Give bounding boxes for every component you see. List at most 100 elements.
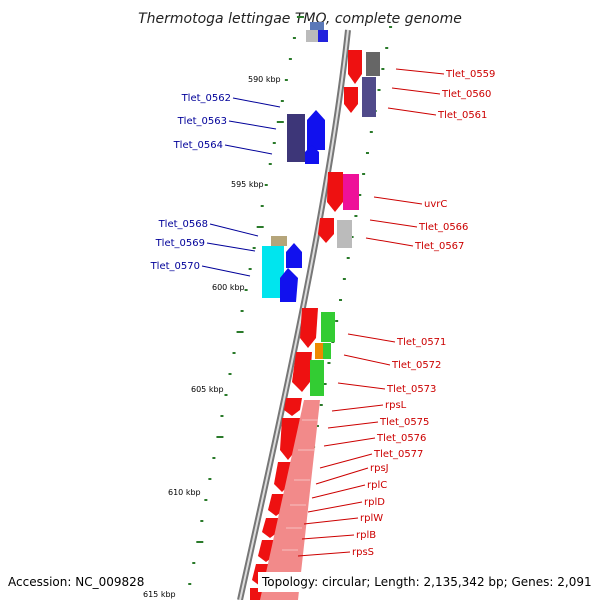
gene-label-tlet-0569[interactable]: Tlet_0569 <box>155 238 205 249</box>
ruler-tick <box>216 436 224 438</box>
gene-label-tlet-0575[interactable]: Tlet_0575 <box>379 417 429 428</box>
connector-line <box>232 97 281 108</box>
connector-line <box>395 68 445 75</box>
gene-arrow <box>327 172 343 212</box>
gene-label-uvrc[interactable]: uvrC <box>424 199 447 210</box>
gene-label-tlet-0570[interactable]: Tlet_0570 <box>150 261 200 272</box>
gene-block <box>366 52 380 76</box>
ruler-tick <box>319 404 323 406</box>
ruler-tick <box>335 320 339 322</box>
ruler-tick <box>385 47 389 49</box>
ruler-label: 600 kbp <box>212 283 245 292</box>
gene-block <box>306 30 318 42</box>
gene-label-tlet-0562[interactable]: Tlet_0562 <box>181 93 231 104</box>
ruler-tick <box>260 205 264 207</box>
ruler-tick <box>264 184 268 186</box>
gene-label-tlet-0559[interactable]: Tlet_0559 <box>445 69 495 80</box>
gene-block <box>262 246 284 298</box>
gene-label-tlet-0561[interactable]: Tlet_0561 <box>437 110 487 121</box>
ruler-tick <box>288 58 292 60</box>
gene-label-tlet-0568[interactable]: Tlet_0568 <box>158 219 208 230</box>
connector-line <box>365 237 414 247</box>
gene-block <box>315 343 323 359</box>
connector-line <box>327 421 379 429</box>
connector-line <box>323 437 376 447</box>
gene-label-rpld[interactable]: rplD <box>364 497 385 508</box>
gene-label-rpss[interactable]: rpsS <box>352 547 374 558</box>
gene-label-tlet-0576[interactable]: Tlet_0576 <box>376 433 426 444</box>
gene-label-tlet-0572[interactable]: Tlet_0572 <box>391 360 441 371</box>
gene-label-tlet-0573[interactable]: Tlet_0573 <box>386 384 436 395</box>
gene-block <box>318 30 328 42</box>
ruler-tick <box>200 520 204 522</box>
connector-line <box>209 223 259 237</box>
connector-line <box>369 219 418 228</box>
ruler-tick <box>284 79 288 81</box>
connector-line <box>297 551 351 557</box>
map-title: Thermotoga lettingae TMO, complete genom… <box>138 11 462 27</box>
connector-line <box>228 120 277 130</box>
gene-label-tlet-0564[interactable]: Tlet_0564 <box>173 140 223 151</box>
ruler-tick <box>315 425 319 427</box>
connector-line <box>303 517 359 525</box>
topology-text: Topology: circular; Length: 2,135,342 bp… <box>261 575 592 589</box>
ruler-tick <box>248 268 252 270</box>
connector-line <box>337 382 386 390</box>
gene-arrow <box>292 352 312 392</box>
ruler-label: 590 kbp <box>248 75 281 84</box>
ruler-tick <box>342 278 346 280</box>
ruler-tick <box>188 583 192 585</box>
ruler-label: 595 kbp <box>231 180 264 189</box>
ruler-label: 610 kbp <box>168 488 201 497</box>
ruler-tick <box>389 26 393 28</box>
connector-line <box>347 333 396 343</box>
ruler-tick <box>192 562 196 564</box>
ruler-tick <box>228 373 232 375</box>
gene-block <box>310 22 324 30</box>
gene-label-rplc[interactable]: rplC <box>367 480 387 491</box>
gene-label-rpsj[interactable]: rpsJ <box>370 463 389 474</box>
connector-line <box>391 87 441 95</box>
gene-label-rplb[interactable]: rplB <box>356 530 376 541</box>
gene-label-rplw[interactable]: rplW <box>360 513 383 524</box>
gene-block <box>321 312 335 342</box>
accession-text: Accession: NC_009828 <box>8 575 144 589</box>
connector-line <box>201 265 251 277</box>
ruler-tick <box>280 100 284 102</box>
ruler-tick <box>292 37 296 39</box>
ruler-tick <box>204 499 208 501</box>
gene-label-tlet-0563[interactable]: Tlet_0563 <box>177 116 227 127</box>
gene-block <box>323 343 331 359</box>
connector-line <box>311 484 366 499</box>
ruler-tick <box>362 173 366 175</box>
gene-label-tlet-0566[interactable]: Tlet_0566 <box>418 222 468 233</box>
gene-label-rpsl[interactable]: rpsL <box>385 400 407 411</box>
gene-block <box>287 114 305 162</box>
ruler-tick <box>358 194 362 196</box>
connector-line <box>331 404 384 412</box>
gene-label-tlet-0567[interactable]: Tlet_0567 <box>414 241 464 252</box>
label-connectors <box>201 68 445 557</box>
ruler-tick <box>350 236 354 238</box>
ruler-tick <box>240 310 244 312</box>
gene-label-tlet-0560[interactable]: Tlet_0560 <box>441 89 491 100</box>
ruler-tick <box>244 289 248 291</box>
ruler-tick <box>236 331 244 333</box>
connector-line <box>307 501 363 513</box>
ruler-tick <box>224 394 228 396</box>
ruler-tick <box>354 215 358 217</box>
gene-label-tlet-0571[interactable]: Tlet_0571 <box>396 337 446 348</box>
gene-arrow <box>280 268 298 302</box>
ruler-tick <box>212 457 216 459</box>
ruler-tick <box>327 362 331 364</box>
connector-line <box>206 242 256 252</box>
ruler-tick <box>365 152 369 154</box>
ruler-tick <box>268 163 272 165</box>
gene-label-tlet-0577[interactable]: Tlet_0577 <box>373 449 423 460</box>
ruler-tick <box>296 16 304 18</box>
gene-block <box>337 220 352 248</box>
gene-block <box>271 236 287 246</box>
connector-line <box>301 534 355 540</box>
ruler-tick <box>346 257 350 259</box>
